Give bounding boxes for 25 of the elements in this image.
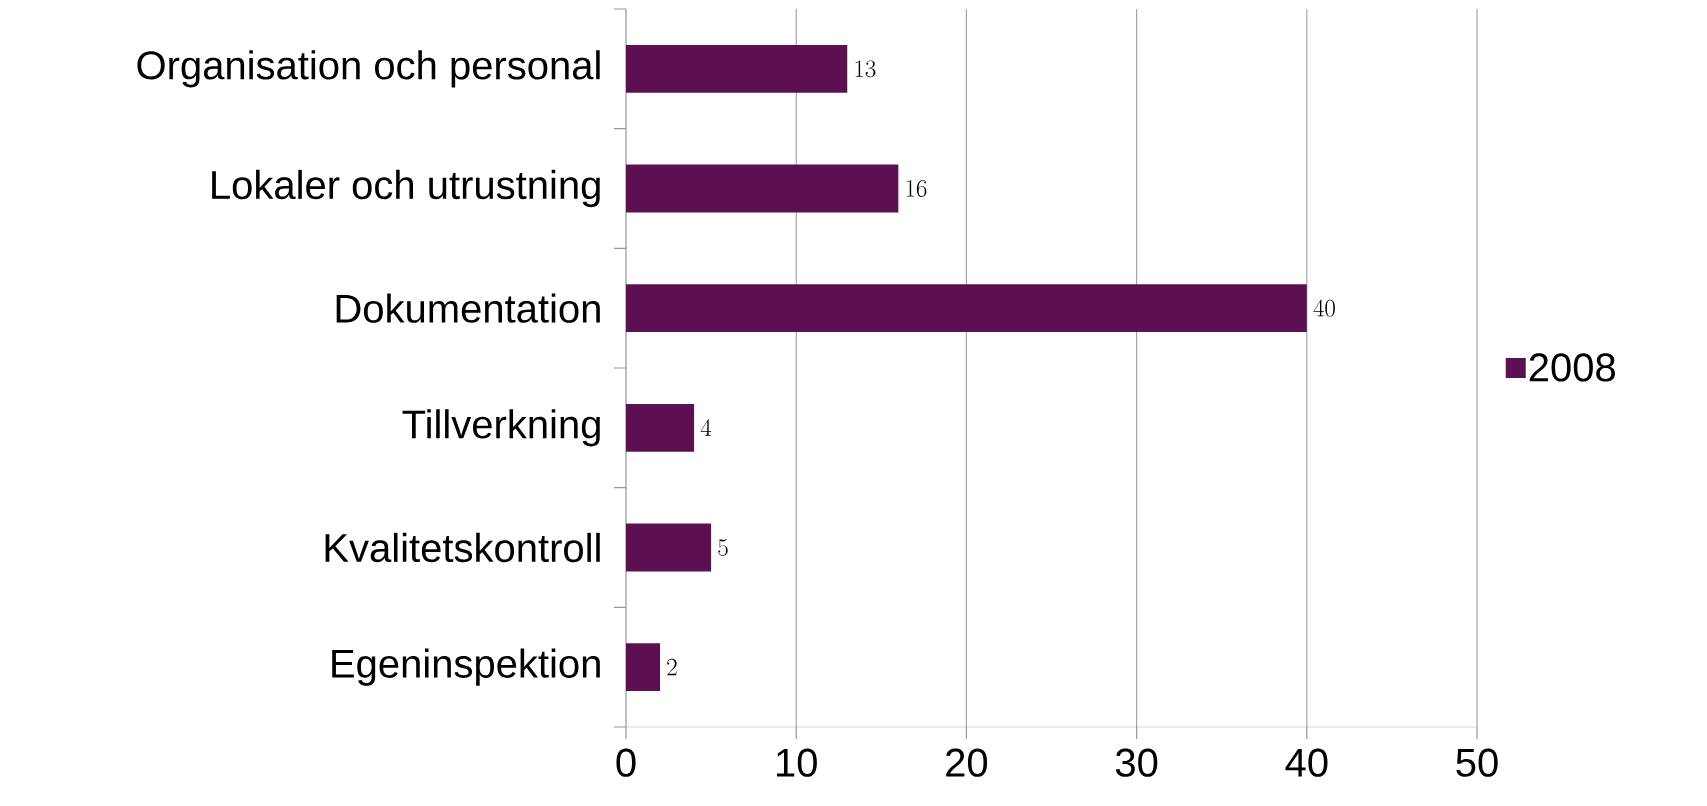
data-label: 16: [906, 180, 927, 197]
x-tick-label: 40: [1285, 748, 1328, 777]
x-tick-label: 0: [616, 748, 636, 777]
y-tick-label: Tillverkning: [402, 409, 600, 447]
bar: [626, 44, 848, 93]
y-tick-label: Kvalitetskontroll: [325, 532, 600, 563]
x-tick-label: 10: [777, 748, 817, 777]
bar: [626, 643, 661, 692]
x-tick-label: 50: [1456, 748, 1498, 777]
y-tick-label: Dokumentation: [336, 293, 600, 323]
data-label: 13: [855, 60, 876, 78]
x-tick-label: 20: [946, 748, 988, 777]
data-label: 2: [667, 658, 677, 676]
y-tick-label: Organisation och personal: [137, 50, 600, 88]
legend-label: 2008: [1529, 353, 1615, 382]
bar: [626, 403, 695, 452]
bar: [626, 523, 712, 572]
x-tick-label: 30: [1115, 748, 1158, 777]
bar: [626, 284, 1307, 333]
data-label: 40: [1313, 299, 1335, 317]
data-label: 4: [700, 419, 712, 436]
data-label: 5: [718, 539, 728, 556]
bar: [626, 164, 899, 213]
y-tick-label: Lokaler och utrustning: [212, 169, 600, 208]
y-tick-label: Egeninspektion: [332, 648, 600, 686]
